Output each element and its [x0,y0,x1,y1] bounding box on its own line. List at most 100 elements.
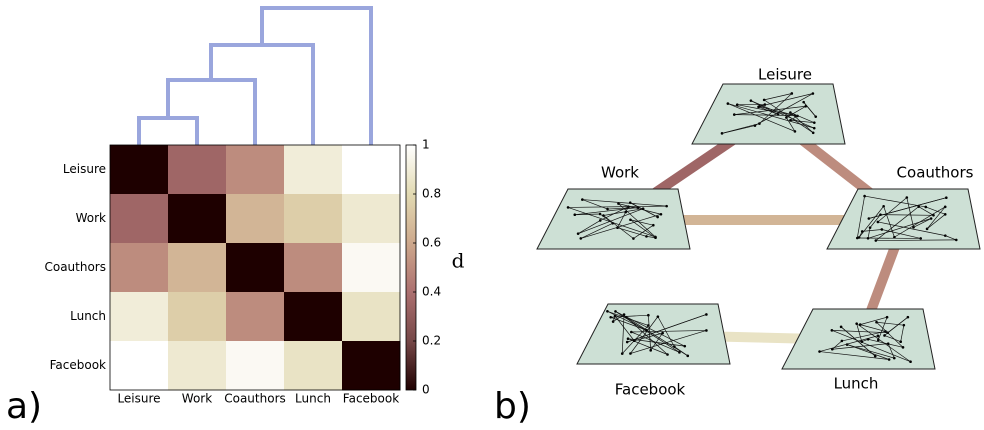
network-node [577,304,730,364]
node-dot [623,313,626,316]
colorbar-tick-label: 0.2 [422,334,441,348]
heatmap-cell [226,145,285,195]
node-dot [814,115,817,118]
colorbar-tick-label: 1 [422,138,430,152]
heatmap-cell [226,243,285,293]
node-label: Facebook [615,381,686,399]
heatmap-cell [110,292,169,342]
heatmap-cell [342,341,401,391]
node-dot [840,326,843,329]
node-dot [629,201,632,204]
node-dot [789,111,792,114]
heatmap-cell [168,292,227,342]
colorbar-tick-label: 0 [422,383,430,397]
row-label: Facebook [50,358,106,372]
node-label: Leisure [758,66,812,84]
heatmap-cell [226,341,285,391]
panel-label: a) [6,386,42,427]
row-label: Coauthors [44,260,106,274]
node-dot [736,103,739,106]
node-dot [882,205,885,208]
heatmap-cell [342,194,401,244]
node-dot [573,213,576,216]
heatmap-cell [110,194,169,244]
node-dot [902,346,905,349]
node-dot [883,334,886,337]
heatmap-cell [168,243,227,293]
heatmap-cell [284,194,343,244]
node-dot [869,226,872,229]
row-label: Lunch [70,309,106,323]
node-dot [567,206,570,209]
node-dot [875,239,878,242]
node-dot [649,349,652,352]
column-label: Work [182,392,212,406]
column-label: Leisure [117,392,160,406]
heatmap-cell [110,243,169,293]
node-dot [642,207,645,210]
node-plane [537,189,690,249]
heatmap-cell [110,145,169,195]
node-dot [909,360,912,363]
node-dot [657,315,660,318]
node-plane [692,84,845,144]
colorbar-tick-label: 0.4 [422,285,441,299]
colorbar-label: d [452,249,465,273]
node-dot [861,230,864,233]
heatmap-cell [168,341,227,391]
figure: Leisure Leisure Work Work Coauthors Coauthors… [0,0,984,430]
node-dot [660,213,663,216]
node-dot [661,332,664,335]
colorbar [406,145,416,390]
network-node [692,84,845,144]
node-dot [727,102,730,105]
node-dot [686,355,689,358]
node-dot [813,127,816,130]
node-dot [887,342,890,345]
heatmap-cell [168,145,227,195]
network-node [827,189,980,249]
node-dot [867,237,870,240]
heatmap-cell [342,145,401,195]
node-dot [665,205,668,208]
heatmap-cell [342,292,401,342]
dendrogram-link [168,80,255,145]
colorbar-tick-label: 0.6 [422,236,441,250]
node-dot [579,237,582,240]
node-dot [955,239,958,242]
node-dot [881,228,884,231]
column-label: Lunch [295,392,331,406]
node-dot [945,196,948,199]
row-label: Leisure [63,162,106,176]
dendrogram-link [139,118,197,145]
node-label: Coauthors [897,164,974,182]
heatmap-cell [284,145,343,195]
node-dot [757,106,760,109]
node-dot [763,99,766,102]
node-plane [782,309,935,369]
node-dot [879,213,882,216]
node-dot [818,350,821,353]
heatmap-cell [284,341,343,391]
column-label: Coauthors [224,392,286,406]
heatmap-cell [226,194,285,244]
node-dot [614,310,617,313]
colorbar-tick-label: 0.8 [422,187,441,201]
heatmap-cell [110,341,169,391]
node-label: Work [601,164,639,182]
node-dot [629,352,632,355]
node-dot [750,99,753,102]
network-node [782,309,935,369]
heatmap-cell [284,243,343,293]
panel-label: b) [494,386,531,427]
node-dot [812,131,815,134]
node-dot [855,322,858,325]
node-dot [906,196,909,199]
column-label: Facebook [343,392,399,406]
node-dot [841,340,844,343]
heatmap-cell [342,243,401,293]
heatmap-cell [226,292,285,342]
node-dot [944,213,947,216]
node-dot [886,316,889,319]
node-dot [813,121,816,124]
